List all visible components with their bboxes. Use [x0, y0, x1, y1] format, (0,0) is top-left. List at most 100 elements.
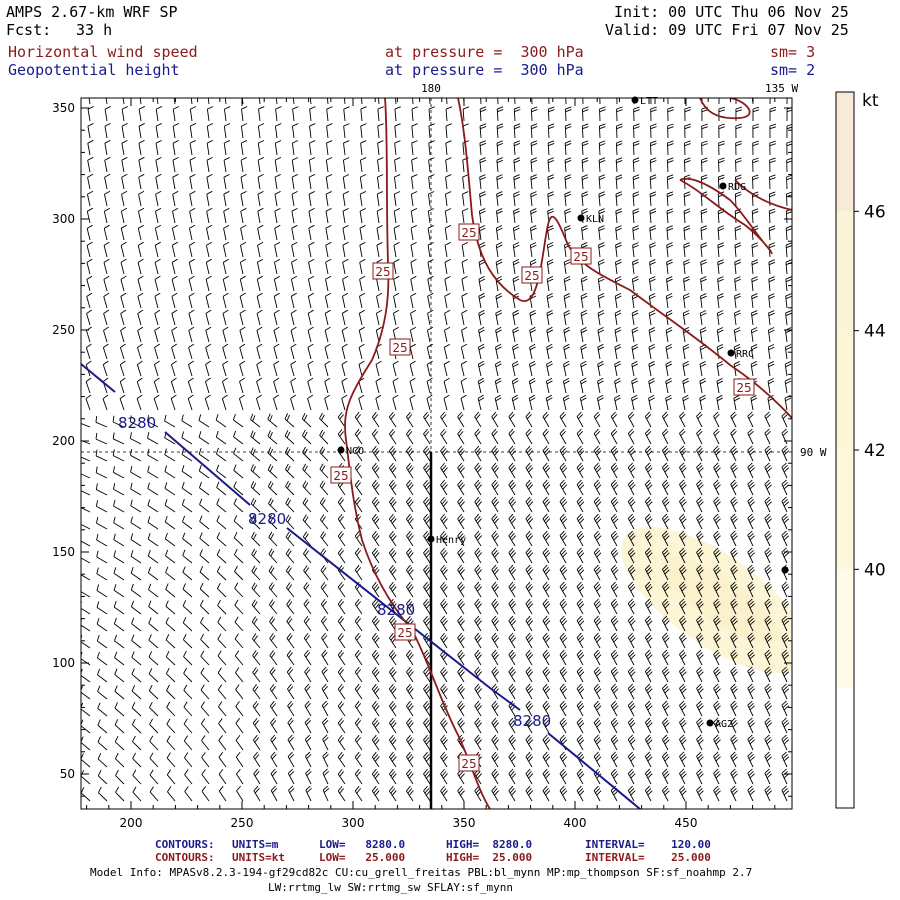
wind-barb	[784, 344, 792, 360]
wind-barb	[679, 785, 687, 802]
station-rrc: RRC	[727, 349, 754, 360]
wind-barb	[86, 258, 93, 275]
wind-barb	[182, 600, 193, 615]
wind-barb	[86, 190, 94, 207]
wind-barb	[136, 360, 143, 377]
wind-barb	[320, 582, 329, 598]
speed-label: 25	[375, 265, 390, 279]
wind-barb	[661, 462, 670, 479]
wind-barb	[218, 785, 227, 802]
wind-barb	[409, 377, 416, 394]
wind-barb	[751, 276, 758, 292]
wind-barb	[223, 190, 230, 207]
wind-barb	[593, 462, 602, 479]
wind-barb	[751, 310, 758, 326]
wind-barb	[360, 157, 367, 173]
wind-barb	[302, 514, 312, 530]
wind-barb	[525, 700, 534, 717]
wind-barb	[781, 615, 790, 632]
wind-barb	[679, 649, 687, 666]
wind-barb	[610, 445, 619, 462]
wind-barb	[234, 599, 244, 615]
wind-barb	[239, 343, 246, 360]
wind-barb	[308, 174, 316, 190]
wind-barb	[410, 275, 417, 292]
wind-barb	[542, 411, 550, 428]
wind-barb	[181, 481, 193, 496]
wind-barb	[576, 700, 585, 717]
wind-barb	[423, 547, 431, 564]
wind-barb	[525, 496, 534, 513]
wind-barb	[217, 684, 227, 700]
wind-barb	[119, 360, 126, 377]
wind-barb	[154, 292, 161, 309]
wind-barb	[764, 428, 771, 445]
y-tick-label: 250	[52, 323, 75, 337]
speed-label-box: 25	[733, 378, 755, 396]
wind-barb	[130, 583, 142, 598]
wind-barb	[682, 293, 690, 309]
wind-barb	[683, 208, 691, 224]
wind-barb	[730, 666, 738, 683]
wind-barb	[268, 497, 278, 513]
wind-barb	[679, 717, 687, 734]
wind-barb	[699, 377, 707, 394]
wind-barb	[354, 717, 363, 734]
station-marker	[727, 349, 735, 357]
wind-barb	[546, 259, 554, 275]
wind-barb	[149, 786, 159, 802]
wind-barb	[172, 190, 179, 207]
wind-barb	[747, 428, 754, 445]
wind-barb	[359, 224, 366, 241]
wind-barb	[648, 394, 655, 411]
wind-barb	[614, 310, 622, 326]
wind-barb	[696, 581, 704, 598]
speed-label: 25	[333, 469, 348, 483]
wind-barb	[188, 241, 196, 258]
wind-barb	[302, 463, 312, 479]
wind-barb	[440, 632, 448, 649]
wind-barb	[730, 496, 738, 513]
wind-barb	[508, 462, 517, 479]
wind-barb	[388, 513, 397, 530]
wind-barb	[97, 753, 108, 768]
wind-barb	[491, 615, 500, 632]
wind-barb	[206, 106, 214, 122]
station-kln: KLN	[577, 214, 604, 225]
wind-barb	[683, 157, 691, 173]
wind-barb	[423, 598, 431, 615]
height-contours	[81, 363, 641, 809]
wind-barb	[525, 615, 534, 632]
wind-barb	[155, 106, 163, 122]
wind-barb	[239, 292, 246, 309]
wind-barb	[199, 515, 210, 530]
wind-barb	[307, 309, 314, 326]
wind-barb	[410, 191, 418, 207]
wind-barb	[764, 683, 773, 700]
wind-barb	[627, 683, 636, 700]
wind-barb	[717, 225, 725, 241]
wind-barb	[240, 173, 247, 190]
wind-barb	[576, 581, 585, 598]
wind-barb	[342, 157, 350, 173]
wind-barb	[240, 157, 247, 173]
wind-barb	[542, 649, 551, 666]
wind-barb	[513, 140, 521, 156]
wind-barb	[284, 430, 295, 445]
wind-barb	[359, 174, 367, 190]
wind-barb	[713, 547, 721, 564]
wind-barb	[406, 581, 414, 598]
wind-barb	[610, 479, 619, 496]
wind-barb	[205, 258, 212, 275]
wind-barb	[377, 157, 384, 173]
wind-barb	[460, 394, 467, 411]
wind-barb	[661, 513, 670, 530]
wind-barb	[576, 632, 585, 649]
wind-barb	[576, 496, 585, 513]
wind-barb	[377, 123, 384, 139]
wind-barb	[406, 513, 414, 530]
wind-barb	[627, 717, 636, 734]
wind-barb	[305, 785, 312, 802]
wind-barb	[307, 377, 314, 394]
wind-barb	[166, 701, 176, 717]
